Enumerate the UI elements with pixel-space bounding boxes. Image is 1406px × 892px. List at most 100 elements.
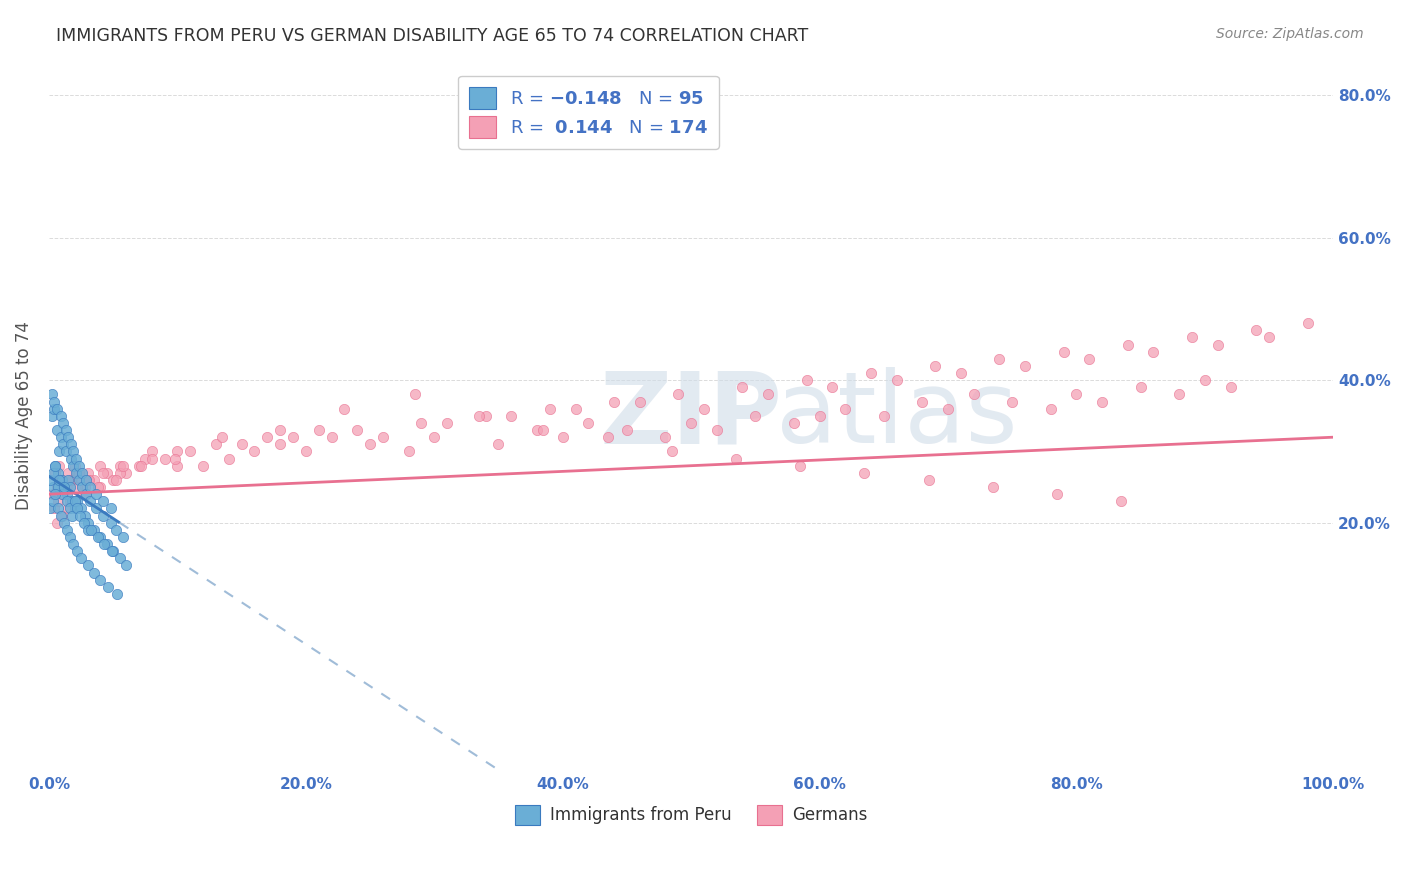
Point xyxy=(46,501,69,516)
Point xyxy=(46,480,69,494)
Point xyxy=(72,516,94,530)
Point xyxy=(62,444,84,458)
Point xyxy=(398,444,420,458)
Point xyxy=(60,508,83,523)
Point xyxy=(988,351,1011,366)
Point xyxy=(576,416,599,430)
Point xyxy=(89,480,111,494)
Point xyxy=(115,558,138,573)
Text: ZIP: ZIP xyxy=(600,368,783,465)
Point xyxy=(96,466,118,480)
Point xyxy=(796,373,818,387)
Point xyxy=(58,530,80,544)
Point xyxy=(75,473,97,487)
Point xyxy=(70,473,93,487)
Point xyxy=(371,430,394,444)
Point xyxy=(66,480,89,494)
Point xyxy=(60,473,83,487)
Point xyxy=(134,451,156,466)
Point xyxy=(86,487,108,501)
Point xyxy=(45,516,67,530)
Point xyxy=(1206,337,1229,351)
Point xyxy=(218,451,240,466)
Point xyxy=(49,508,72,523)
Point xyxy=(67,473,90,487)
Point xyxy=(104,523,127,537)
Point xyxy=(596,430,619,444)
Point xyxy=(141,444,163,458)
Point xyxy=(59,473,82,487)
Text: IMMIGRANTS FROM PERU VS GERMAN DISABILITY AGE 65 TO 74 CORRELATION CHART: IMMIGRANTS FROM PERU VS GERMAN DISABILIT… xyxy=(56,27,808,45)
Point xyxy=(77,473,100,487)
Point xyxy=(163,451,186,466)
Point xyxy=(83,473,105,487)
Point xyxy=(93,537,115,551)
Point xyxy=(51,473,73,487)
Point xyxy=(73,487,96,501)
Point xyxy=(141,451,163,466)
Point xyxy=(58,494,80,508)
Point xyxy=(346,423,368,437)
Point xyxy=(65,466,87,480)
Point xyxy=(1258,330,1281,344)
Point xyxy=(1116,337,1139,351)
Point xyxy=(96,537,118,551)
Point xyxy=(76,466,98,480)
Point xyxy=(411,416,433,430)
Point xyxy=(83,523,105,537)
Point xyxy=(79,494,101,508)
Point xyxy=(166,458,188,473)
Point xyxy=(91,494,114,508)
Point xyxy=(783,416,806,430)
Point xyxy=(42,394,65,409)
Point xyxy=(45,480,67,494)
Point xyxy=(153,451,176,466)
Point xyxy=(62,537,84,551)
Point xyxy=(67,458,90,473)
Point xyxy=(281,430,304,444)
Point xyxy=(108,458,131,473)
Point xyxy=(70,551,93,566)
Point xyxy=(924,359,946,373)
Point xyxy=(63,501,86,516)
Point xyxy=(51,508,73,523)
Point xyxy=(53,480,76,494)
Point xyxy=(67,466,90,480)
Point xyxy=(1039,401,1062,416)
Point xyxy=(51,473,73,487)
Point xyxy=(256,430,278,444)
Point xyxy=(52,487,75,501)
Point xyxy=(42,401,65,416)
Point xyxy=(693,401,716,416)
Point xyxy=(89,530,111,544)
Point xyxy=(76,516,98,530)
Point xyxy=(1142,344,1164,359)
Point xyxy=(73,508,96,523)
Point xyxy=(616,423,638,437)
Point xyxy=(112,530,135,544)
Point xyxy=(269,423,291,437)
Point xyxy=(91,508,114,523)
Point xyxy=(108,466,131,480)
Point xyxy=(51,487,73,501)
Point xyxy=(211,430,233,444)
Point xyxy=(48,473,70,487)
Point xyxy=(41,409,63,423)
Point xyxy=(63,494,86,508)
Point xyxy=(45,401,67,416)
Point xyxy=(321,430,343,444)
Point xyxy=(105,587,128,601)
Point xyxy=(108,551,131,566)
Point xyxy=(628,394,651,409)
Point xyxy=(42,480,65,494)
Text: atlas: atlas xyxy=(776,368,1018,465)
Point xyxy=(1014,359,1036,373)
Point xyxy=(501,409,523,423)
Point xyxy=(1296,316,1319,330)
Point xyxy=(91,466,114,480)
Point xyxy=(66,544,89,558)
Point xyxy=(49,409,72,423)
Point xyxy=(936,401,959,416)
Point xyxy=(533,423,555,437)
Point xyxy=(73,480,96,494)
